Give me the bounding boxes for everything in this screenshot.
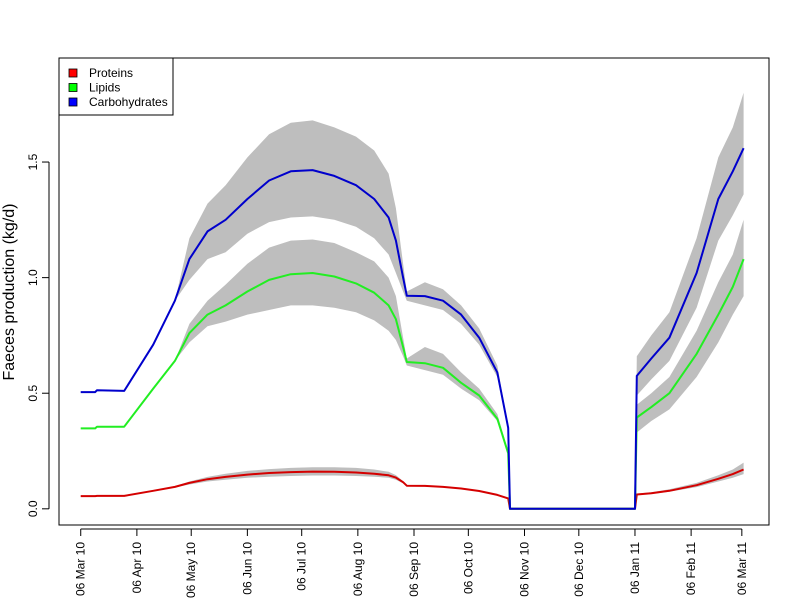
legend-label-proteins: Proteins <box>89 66 133 80</box>
x-tick-label: 06 Jan 11 <box>628 542 642 594</box>
x-tick-label: 06 Dec 10 <box>572 542 586 597</box>
y-axis-title: Faeces production (kg/d) <box>1 204 18 381</box>
legend-swatch-proteins <box>68 68 78 78</box>
band-carbohydrates <box>80 92 744 509</box>
legend-label-lipids: Lipids <box>89 81 120 95</box>
plot-frame <box>58 57 770 526</box>
legend-box <box>58 57 174 116</box>
legend-swatch-lipids <box>68 83 78 92</box>
x-tick-label: 06 Mar 10 <box>74 542 88 596</box>
x-tick-label: 06 Jul 10 <box>295 542 309 591</box>
series-lines <box>80 147 745 510</box>
legend-swatch-carbohydrates <box>68 97 78 107</box>
x-tick-label: 06 Oct 10 <box>461 542 475 594</box>
y-tick-label: 1.5 <box>26 153 40 170</box>
y-tick-label: 0.0 <box>26 500 40 517</box>
x-tick-label: 06 Jun 10 <box>240 542 254 595</box>
x-axis: 06 Mar 10 06 Apr 10 06 May 10 06 Jun 10 06 J… <box>74 528 749 598</box>
x-tick-label: 06 Apr 10 <box>130 542 144 594</box>
y-tick-label: 0.5 <box>26 385 40 402</box>
x-tick-label: 06 Mar 11 <box>735 542 749 595</box>
x-tick-label: 06 Feb 11 <box>684 542 698 595</box>
series-line-proteins <box>80 468 744 510</box>
y-axis: 0.0 0.5 1.0 1.5 <box>26 153 50 517</box>
x-tick-label: 06 May 10 <box>184 542 198 598</box>
series-line-carbohydrates <box>80 147 745 510</box>
legend-label-carbohydrates: Carbohydrates <box>89 95 168 109</box>
y-tick-label: 1.0 <box>26 269 40 286</box>
x-tick-label: 06 Aug 10 <box>351 542 365 596</box>
x-tick-label: 06 Sep 10 <box>407 542 421 597</box>
series-line-lipids <box>80 258 745 510</box>
x-tick-label: 06 Nov 10 <box>517 542 531 597</box>
